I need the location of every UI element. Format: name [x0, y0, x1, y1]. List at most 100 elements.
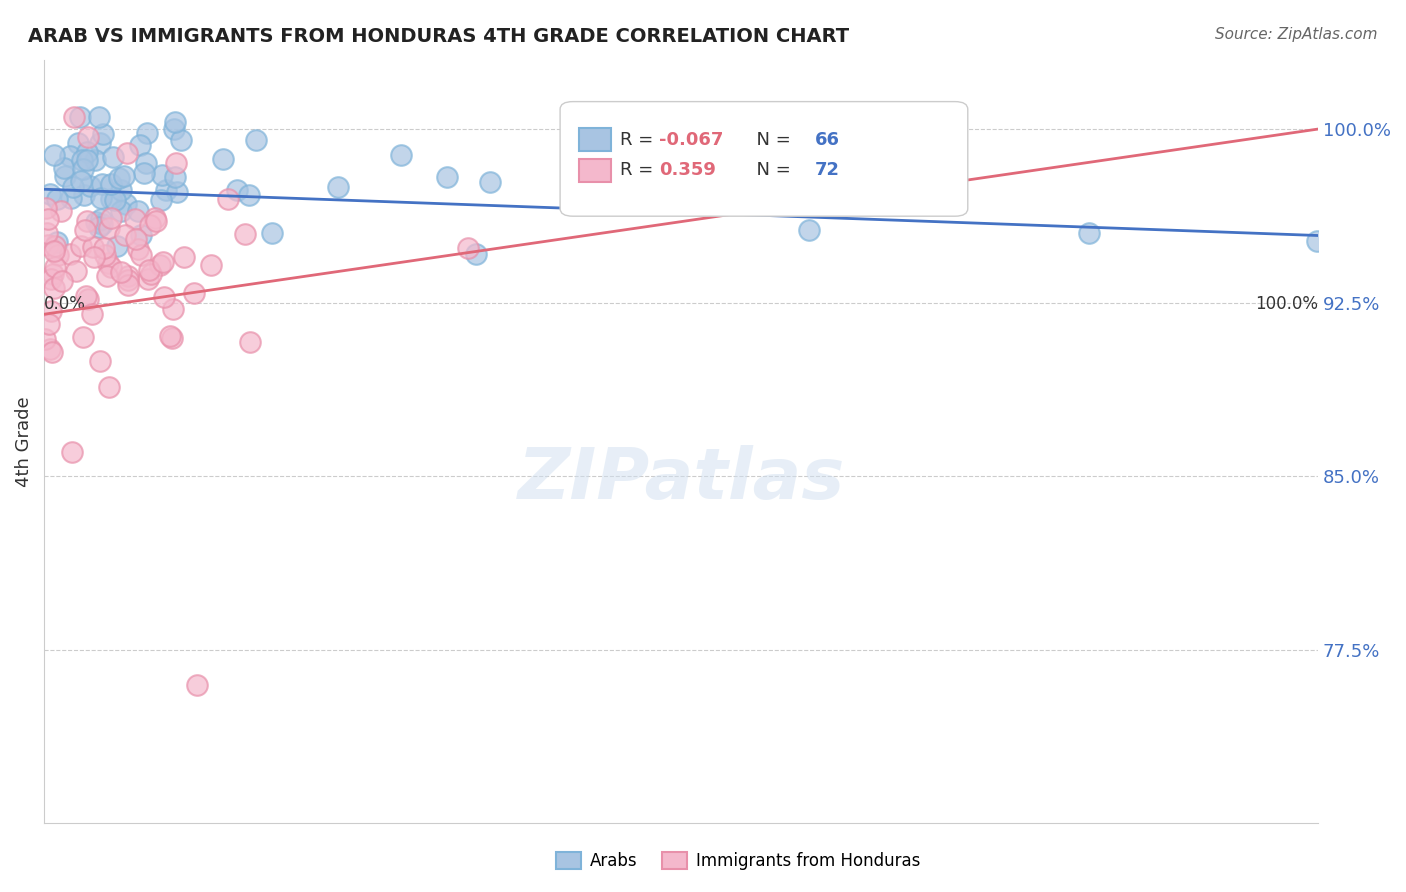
Point — [38, 317, 60, 331]
Point — [117, 273, 139, 287]
Point — [69, 239, 91, 253]
Point — [84, 214, 107, 228]
Point — [46, 192, 69, 206]
Text: 72: 72 — [815, 161, 839, 179]
Point — [143, 211, 166, 225]
Point — [62, 180, 84, 194]
Point — [245, 133, 267, 147]
Point — [42, 244, 65, 258]
Point — [82, 240, 104, 254]
Point — [44, 238, 66, 252]
Point — [75, 289, 97, 303]
Point — [53, 169, 76, 183]
Point — [51, 204, 73, 219]
Point — [51, 274, 73, 288]
Text: N =: N = — [745, 131, 796, 149]
Point — [160, 331, 183, 345]
Point — [94, 248, 117, 262]
Point — [35, 201, 58, 215]
Text: ARAB VS IMMIGRANTS FROM HONDURAS 4TH GRADE CORRELATION CHART: ARAB VS IMMIGRANTS FROM HONDURAS 4TH GRA… — [28, 27, 849, 45]
Point — [97, 255, 120, 269]
Point — [89, 353, 111, 368]
Point — [72, 153, 94, 167]
Point — [129, 248, 152, 262]
Point — [82, 307, 104, 321]
Point — [108, 170, 131, 185]
Point — [105, 239, 128, 253]
Point — [150, 168, 173, 182]
Point — [138, 263, 160, 277]
Point — [76, 153, 98, 168]
Point — [34, 333, 56, 347]
Point — [42, 148, 65, 162]
Y-axis label: 4th Grade: 4th Grade — [15, 396, 32, 487]
Point — [238, 188, 260, 202]
Point — [100, 193, 122, 207]
Point — [149, 258, 172, 272]
Point — [65, 263, 87, 277]
Point — [87, 110, 110, 124]
Point — [153, 289, 176, 303]
Text: 66: 66 — [815, 131, 839, 149]
Point — [76, 145, 98, 160]
Point — [83, 153, 105, 167]
Point — [136, 272, 159, 286]
Text: N =: N = — [745, 161, 796, 179]
Point — [211, 152, 233, 166]
Point — [112, 169, 135, 183]
Point — [98, 221, 121, 235]
Text: R =: R = — [620, 161, 659, 179]
Point — [166, 185, 188, 199]
Point — [100, 178, 122, 192]
FancyBboxPatch shape — [579, 159, 612, 182]
Point — [328, 180, 350, 194]
Point — [135, 156, 157, 170]
Point — [132, 166, 155, 180]
Point — [73, 188, 96, 202]
Point — [42, 281, 65, 295]
Point — [139, 218, 162, 232]
Point — [127, 203, 149, 218]
Point — [59, 149, 82, 163]
Text: Source: ZipAtlas.com: Source: ZipAtlas.com — [1215, 27, 1378, 42]
Point — [44, 260, 66, 274]
Point — [1077, 226, 1099, 240]
Point — [39, 304, 62, 318]
Point — [37, 238, 59, 252]
Text: ZIPatlas: ZIPatlas — [517, 445, 845, 514]
FancyBboxPatch shape — [579, 128, 612, 152]
Point — [59, 191, 82, 205]
Point — [100, 211, 122, 226]
Point — [98, 379, 121, 393]
Point — [89, 136, 111, 151]
Point — [77, 129, 100, 144]
Point — [114, 228, 136, 243]
Point — [163, 170, 186, 185]
Point — [70, 173, 93, 187]
Point — [114, 196, 136, 211]
Point — [262, 226, 284, 240]
Point — [41, 345, 63, 359]
Point — [104, 193, 127, 207]
Point — [45, 235, 67, 250]
Point — [238, 334, 260, 349]
Point — [37, 212, 59, 227]
Point — [77, 292, 100, 306]
Point — [162, 302, 184, 317]
Point — [436, 170, 458, 185]
Text: R =: R = — [620, 131, 659, 149]
Point — [67, 136, 90, 150]
Point — [96, 269, 118, 284]
Point — [72, 330, 94, 344]
Point — [35, 227, 58, 241]
Point — [91, 217, 114, 231]
Point — [117, 268, 139, 283]
FancyBboxPatch shape — [560, 102, 967, 216]
Point — [217, 193, 239, 207]
Point — [93, 241, 115, 255]
Point — [60, 445, 83, 459]
Point — [163, 122, 186, 136]
Point — [52, 161, 75, 175]
Point — [110, 265, 132, 279]
Point — [169, 133, 191, 147]
